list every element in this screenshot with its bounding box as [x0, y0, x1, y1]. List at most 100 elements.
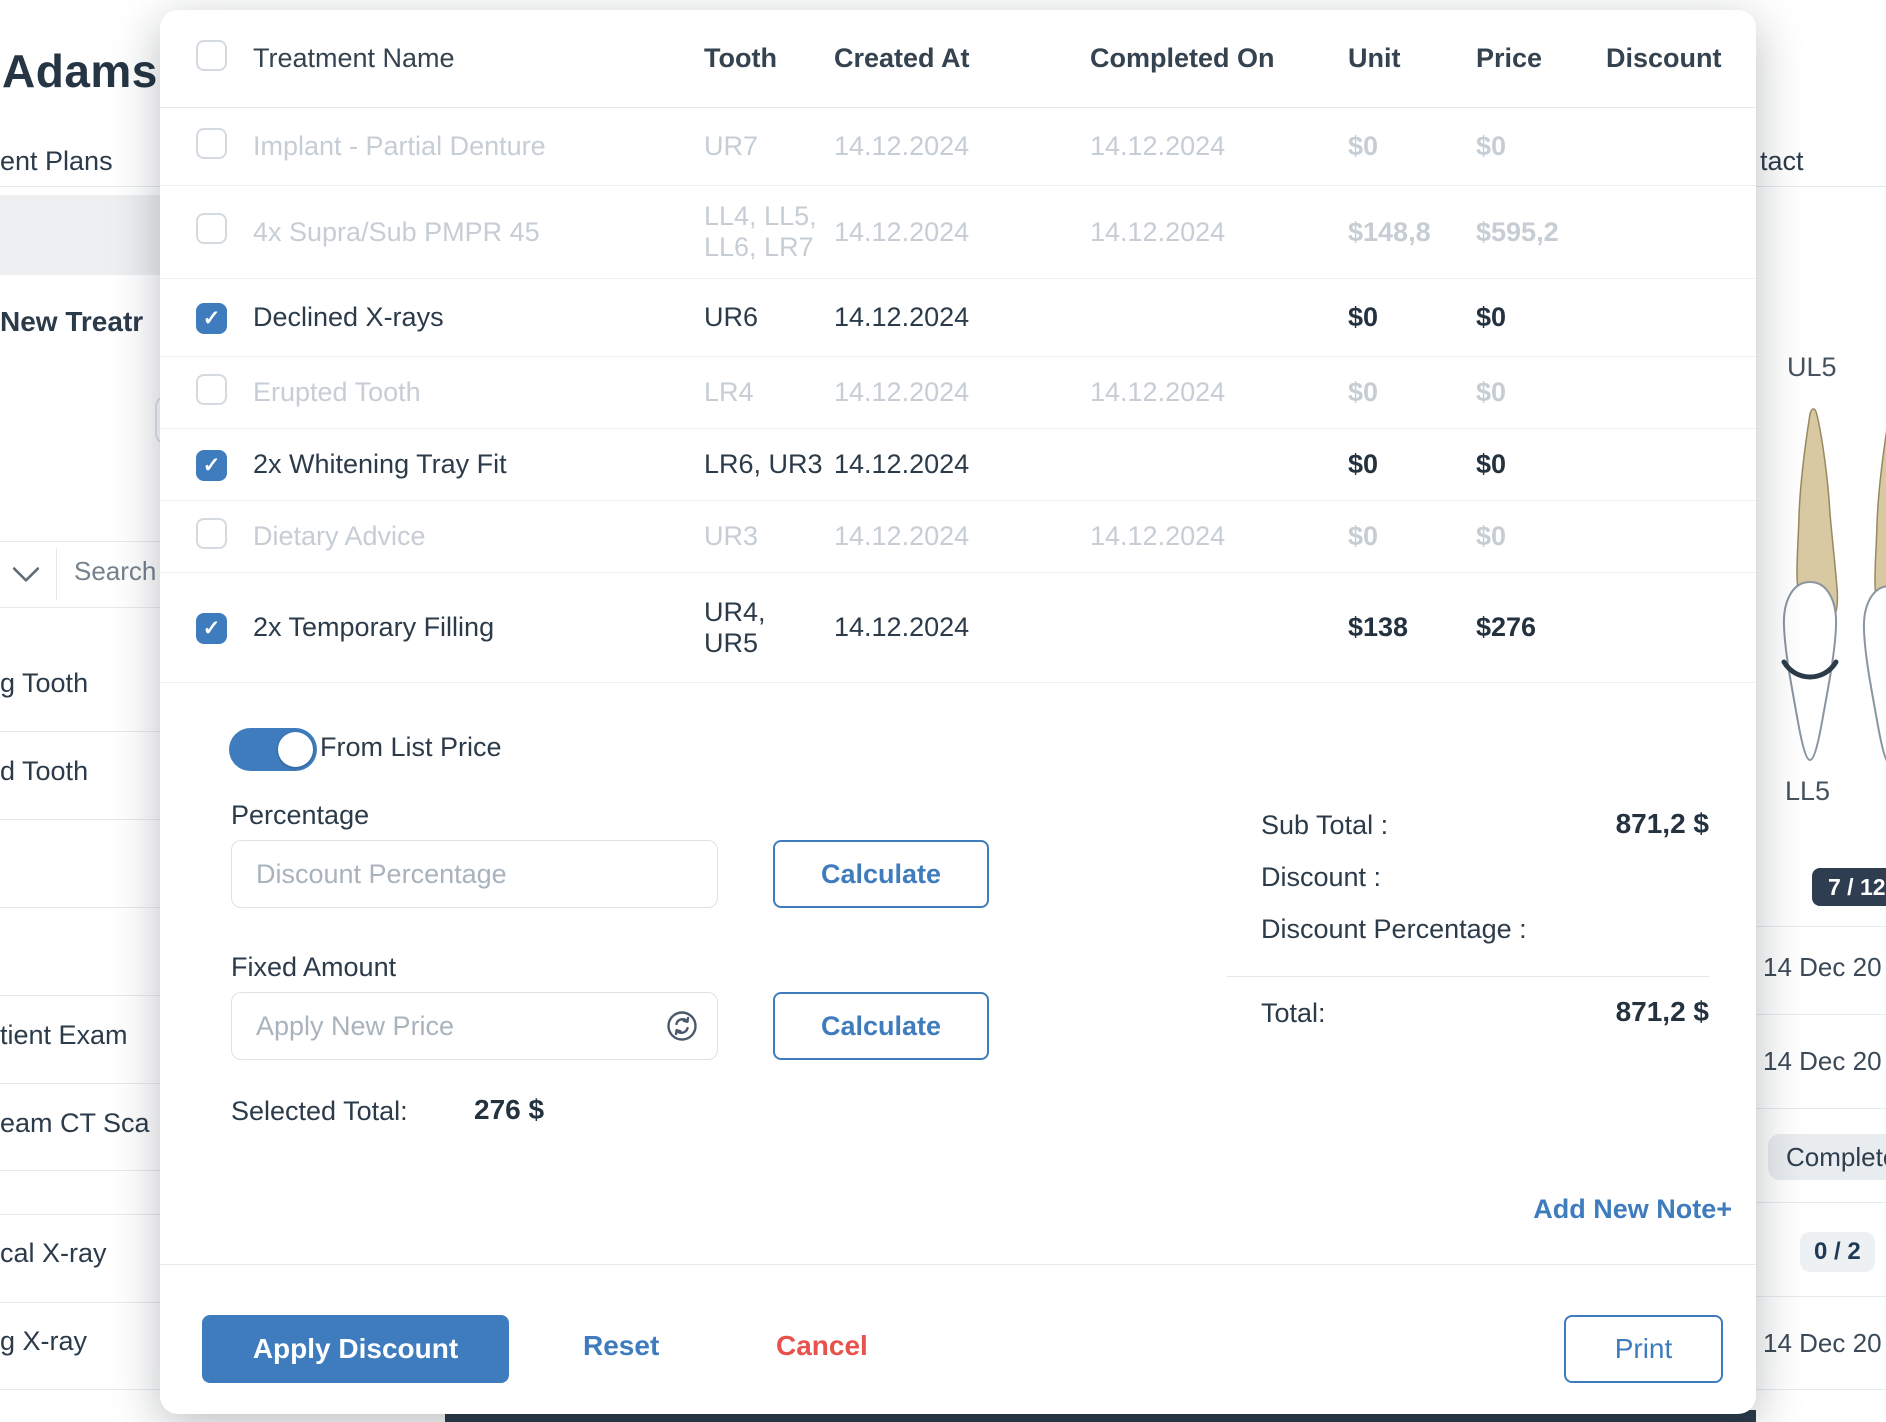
treatment-name-cell: Declined X-rays	[253, 302, 444, 332]
col-header-tooth: Tooth	[704, 43, 777, 73]
divider	[1756, 926, 1886, 927]
price-cell: $595,2	[1476, 216, 1559, 247]
treatment-list-item[interactable]: tient Exam	[0, 1020, 128, 1050]
divider	[0, 1389, 160, 1390]
row-checkbox[interactable]	[196, 213, 227, 244]
price-cell: $0	[1476, 377, 1507, 407]
calculate-percentage-button[interactable]: Calculate	[773, 840, 989, 908]
checkmark-icon: ✓	[202, 307, 221, 330]
discount-modal: Treatment Name Tooth Created At Complete…	[160, 10, 1756, 1414]
discount-percentage-input[interactable]	[231, 840, 718, 908]
upper-tooth-label: UL5	[1787, 352, 1837, 382]
tooth-cell: LL4, LL5, LL6, LR7	[704, 201, 817, 262]
treatment-list-item[interactable]: g Tooth	[0, 668, 89, 698]
tooth-cell: LR4	[704, 377, 754, 407]
created-at-cell: 14.12.2024	[834, 131, 970, 161]
price-cell: $0	[1476, 521, 1507, 551]
treatment-list-item[interactable]: eam CT Sca	[0, 1108, 150, 1138]
currency-refresh-icon[interactable]	[664, 1008, 700, 1049]
tab-treatment-plans[interactable]: ent Plans	[0, 146, 113, 176]
price-cell: $0	[1476, 449, 1507, 479]
search-input[interactable]	[74, 556, 158, 587]
unit-cell: $148,8	[1348, 216, 1431, 247]
price-cell: $276	[1476, 612, 1537, 642]
completed-on-cell: 14.12.2024	[1090, 377, 1226, 407]
divider	[1756, 1202, 1886, 1203]
lower-tooth-chart[interactable]	[1772, 576, 1886, 781]
toggle-knob	[278, 732, 313, 767]
selected-total-value: 276 $	[474, 1094, 545, 1125]
divider	[0, 1083, 160, 1084]
fixed-amount-label: Fixed Amount	[231, 952, 397, 982]
row-checkbox[interactable]: ✓	[196, 303, 227, 334]
divider	[1756, 1108, 1886, 1109]
created-at-cell: 14.12.2024	[834, 612, 970, 642]
col-header-completed-on: Completed On	[1090, 43, 1275, 73]
treatment-list-item[interactable]: g X-ray	[0, 1326, 88, 1356]
completed-on-cell: 14.12.2024	[1090, 216, 1226, 247]
tab-contact[interactable]: tact	[1760, 146, 1804, 176]
apply-new-price-input[interactable]	[231, 992, 718, 1060]
table-header-row: Treatment Name Tooth Created At Complete…	[160, 10, 1756, 108]
col-header-treatment-name: Treatment Name	[253, 43, 455, 73]
divider	[0, 1170, 160, 1171]
apply-discount-button[interactable]: Apply Discount	[202, 1315, 509, 1383]
price-cell: $0	[1476, 302, 1507, 332]
print-button[interactable]: Print	[1564, 1315, 1723, 1383]
calculate-fixed-button[interactable]: Calculate	[773, 992, 989, 1060]
completed-on-cell: 14.12.2024	[1090, 521, 1226, 551]
date-cell: 14 Dec 20	[1763, 1046, 1882, 1076]
table-row: ✓ 2x Temporary Filling UR4, UR5 14.12.20…	[160, 573, 1756, 683]
divider	[1756, 1014, 1886, 1015]
status-badge: Complete	[1768, 1134, 1886, 1180]
divider	[0, 731, 160, 732]
treatment-list-item[interactable]: cal X-ray	[0, 1238, 107, 1268]
unit-cell: $0	[1348, 521, 1379, 551]
total-value: 871,2 $	[1615, 996, 1709, 1027]
unit-cell: $0	[1348, 449, 1379, 479]
table-row: Dietary Advice UR3 14.12.2024 14.12.2024…	[160, 501, 1756, 573]
date-cell: 14 Dec 20	[1763, 1328, 1882, 1358]
row-checkbox[interactable]	[196, 127, 227, 159]
date-cell: 14 Dec 20	[1763, 952, 1882, 982]
percentage-input-wrap	[231, 840, 718, 908]
divider	[0, 907, 160, 908]
total-label: Total:	[1261, 998, 1326, 1028]
table-row: Implant - Partial Denture UR7 14.12.2024…	[160, 108, 1756, 186]
treatment-name-cell: 2x Whitening Tray Fit	[253, 449, 507, 479]
cancel-button[interactable]: Cancel	[776, 1330, 868, 1361]
col-header-discount: Discount	[1606, 43, 1722, 73]
divider	[160, 1264, 1756, 1265]
col-header-unit: Unit	[1348, 43, 1401, 73]
tooth-cell: UR4, UR5	[704, 596, 766, 658]
row-checkbox[interactable]	[196, 373, 227, 405]
tooth-cell: UR3	[704, 521, 759, 551]
divider	[1227, 976, 1709, 977]
divider	[1756, 1296, 1886, 1297]
checkmark-icon: ✓	[202, 617, 221, 640]
table-row: 4x Supra/Sub PMPR 45 LL4, LL5, LL6, LR7 …	[160, 186, 1756, 279]
col-header-created-at: Created At	[834, 43, 970, 73]
reset-button[interactable]: Reset	[583, 1330, 660, 1361]
created-at-cell: 14.12.2024	[834, 521, 970, 551]
col-header-price: Price	[1476, 43, 1543, 73]
divider	[0, 607, 160, 608]
unit-cell: $0	[1348, 377, 1379, 407]
divider	[0, 819, 160, 820]
select-all-checkbox[interactable]	[196, 39, 227, 71]
row-checkbox[interactable]	[196, 517, 227, 549]
treatment-list-item[interactable]: d Tooth	[0, 756, 89, 786]
toolbar-block	[0, 195, 160, 275]
percentage-label: Percentage	[231, 800, 370, 830]
sub-total-value: 871,2 $	[1615, 808, 1709, 839]
table-row: ✓ 2x Whitening Tray Fit LR6, UR3 14.12.2…	[160, 429, 1756, 501]
patient-name: Adams	[2, 45, 158, 97]
created-at-cell: 14.12.2024	[834, 216, 970, 247]
chevron-down-icon[interactable]	[12, 566, 40, 589]
row-checkbox[interactable]: ✓	[196, 450, 227, 481]
add-new-note-link[interactable]: Add New Note+	[1533, 1194, 1732, 1224]
row-checkbox[interactable]: ✓	[196, 613, 227, 644]
from-list-price-toggle[interactable]	[229, 728, 317, 771]
created-at-cell: 14.12.2024	[834, 302, 970, 332]
unit-cell: $138	[1348, 612, 1409, 642]
